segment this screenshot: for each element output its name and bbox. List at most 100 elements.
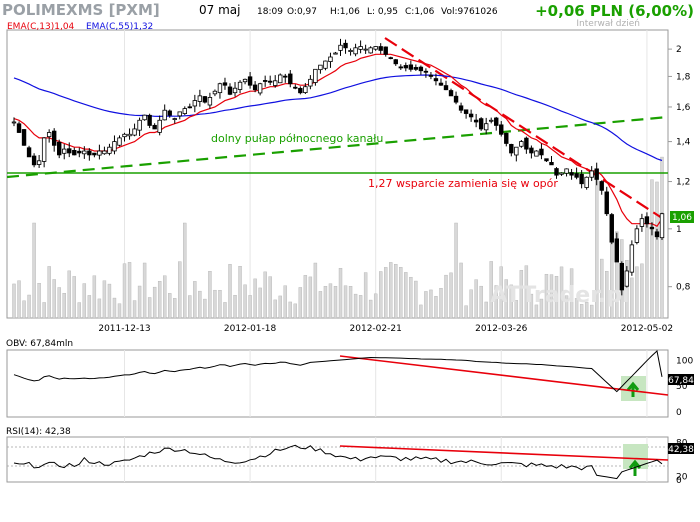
candle <box>514 146 519 162</box>
ema13-line <box>13 53 663 227</box>
volume-bar <box>509 284 514 319</box>
candle <box>222 77 228 90</box>
candle <box>634 225 640 245</box>
volume-bar <box>504 279 508 319</box>
candle <box>478 117 484 131</box>
candle <box>267 75 273 86</box>
obv-value-badge <box>668 374 694 385</box>
obv-value-label: 67,84 <box>668 376 694 386</box>
x-tick-label-1: 2012-01-18 <box>224 324 277 334</box>
volume-bar <box>47 266 51 319</box>
volume-bar <box>368 299 373 319</box>
candle <box>92 152 97 158</box>
obv-y-label-0: 100 <box>676 356 693 366</box>
green-dashed-trendline <box>6 115 669 179</box>
candle <box>659 212 665 241</box>
candle <box>82 146 87 159</box>
volume-bar <box>323 286 328 319</box>
x-tick-label-4: 2012-05-02 <box>621 324 673 334</box>
candle <box>584 176 589 190</box>
volume-bar <box>142 262 147 319</box>
candle <box>293 84 298 90</box>
volume-bar <box>534 304 539 319</box>
volume-bar <box>584 302 589 319</box>
volume-bar <box>178 261 182 319</box>
candle <box>288 70 293 88</box>
candle <box>16 121 22 133</box>
candle <box>303 83 308 95</box>
volume-bar <box>278 295 282 319</box>
candle <box>463 109 469 119</box>
candle <box>197 89 203 107</box>
volume-bar <box>449 272 453 319</box>
y-tick-label-5: 1 <box>676 225 682 235</box>
volume-bar <box>494 285 498 319</box>
candle <box>323 60 328 71</box>
price-y-axis: 2 1,8 1,6 1,4 1,2 1 0,8 <box>668 45 691 293</box>
y-tick-label-2: 1,6 <box>676 103 691 113</box>
volume-bar <box>198 290 202 319</box>
candle <box>624 266 630 288</box>
candle <box>308 75 313 90</box>
candle <box>247 72 253 89</box>
volume-bar <box>268 276 272 319</box>
candle <box>599 180 604 195</box>
candle <box>132 123 137 137</box>
volume-bar <box>168 293 172 319</box>
volume-bar <box>42 302 46 319</box>
volume-bar <box>394 264 398 319</box>
candle <box>31 153 37 168</box>
y-tick-label-6: 0,8 <box>676 283 691 293</box>
candle <box>363 44 368 54</box>
volume-bar <box>117 303 122 319</box>
candle <box>232 82 238 97</box>
candle <box>278 73 283 84</box>
candle <box>564 168 569 177</box>
volume-bar <box>313 262 318 319</box>
volume-bar <box>258 287 262 319</box>
candle <box>494 116 499 131</box>
candle <box>549 156 554 166</box>
candle <box>358 40 363 54</box>
candle <box>534 150 539 157</box>
watermark: ATTrader.pl <box>490 283 629 308</box>
candle <box>187 103 193 109</box>
header-close: C:1,06 <box>405 7 435 17</box>
volume-bar <box>519 270 524 319</box>
candle <box>11 117 17 127</box>
candle <box>207 92 213 109</box>
candle <box>62 144 67 160</box>
candle <box>604 186 609 216</box>
header-open: O:0,97 <box>287 7 317 17</box>
candle <box>353 43 358 57</box>
obv-legend: OBV: 67,84mln <box>6 339 73 349</box>
volume-bar <box>615 231 619 319</box>
candle <box>262 75 268 87</box>
volume-bar <box>183 222 187 319</box>
ema13-path <box>13 53 663 227</box>
volume-bar <box>514 300 519 319</box>
candle <box>117 135 122 147</box>
volume-bar <box>328 283 333 319</box>
candle <box>448 88 454 97</box>
volume-bar <box>102 280 107 319</box>
candle <box>107 143 112 156</box>
volume-bar <box>17 280 21 319</box>
volume-bar <box>529 293 534 319</box>
candle <box>398 64 403 70</box>
candle <box>473 113 479 128</box>
last-price-label: 1,06 <box>672 213 692 223</box>
candle <box>418 65 424 75</box>
candle <box>408 60 414 72</box>
volume-bar <box>554 276 559 319</box>
volume-bar <box>625 260 629 319</box>
candle <box>257 82 263 96</box>
candle <box>97 144 102 160</box>
candle <box>273 75 278 88</box>
candle <box>283 73 288 83</box>
candle <box>298 86 303 95</box>
y-tick-label-1: 1,8 <box>676 72 691 82</box>
volume-bar <box>193 281 197 319</box>
ema55-line <box>13 74 663 162</box>
rsi-line <box>13 444 663 480</box>
